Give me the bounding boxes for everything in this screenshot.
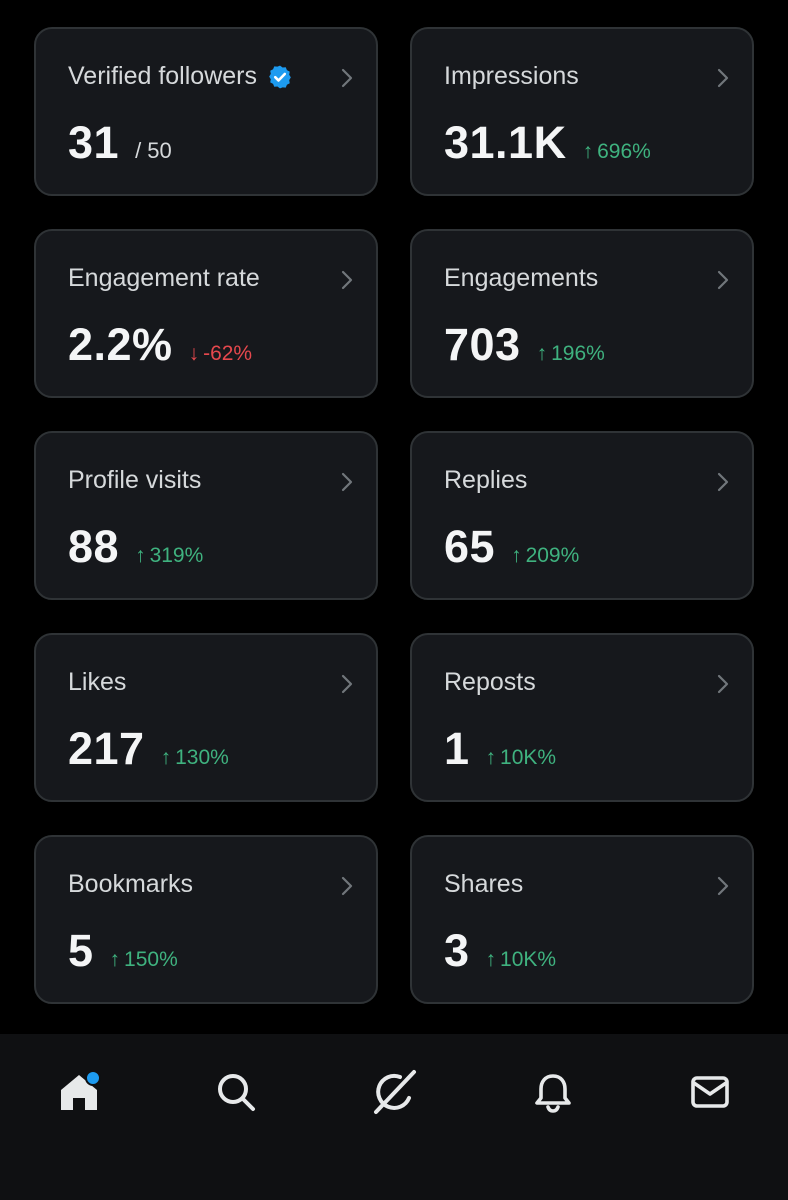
arrow-up-icon: ↑	[160, 746, 172, 769]
card-verified-followers[interactable]: Verified followers 31 / 50	[34, 27, 378, 196]
card-impressions[interactable]: Impressions 31.1K ↑ 696%	[410, 27, 754, 196]
mail-icon	[691, 1076, 729, 1108]
delta-badge: ↑ 209%	[511, 544, 579, 568]
card-value: 703	[444, 319, 521, 370]
delta-value: 130%	[175, 746, 229, 769]
tab-home[interactable]	[49, 1062, 109, 1122]
card-value-row: 217 ↑ 130%	[68, 723, 229, 775]
search-icon	[218, 1074, 255, 1111]
delta-badge: ↑ 150%	[110, 948, 178, 972]
card-title: Verified followers	[68, 62, 293, 91]
card-value: 31	[68, 117, 120, 168]
card-replies[interactable]: Replies 65 ↑ 209%	[410, 431, 754, 600]
tab-grok[interactable]	[364, 1062, 424, 1122]
card-value-row: 88 ↑ 319%	[68, 521, 203, 573]
bell-icon	[535, 1074, 571, 1113]
grok-icon	[374, 1070, 416, 1114]
card-title: Engagement rate	[68, 264, 260, 292]
tab-search[interactable]	[206, 1062, 266, 1122]
card-value-row: 3 ↑ 10K%	[444, 925, 556, 977]
chevron-right-icon	[717, 876, 729, 896]
tab-messages[interactable]	[680, 1062, 740, 1122]
card-shares[interactable]: Shares 3 ↑ 10K%	[410, 835, 754, 1004]
card-title: Shares	[444, 870, 524, 898]
tab-notifications[interactable]	[523, 1062, 583, 1122]
chevron-right-icon	[717, 68, 729, 88]
card-title-label: Verified followers	[68, 62, 257, 90]
chevron-right-icon	[341, 68, 353, 88]
card-title: Reposts	[444, 668, 536, 696]
arrow-up-icon: ↑	[135, 544, 146, 567]
card-title: Profile visits	[68, 466, 202, 494]
delta-value: 319%	[149, 544, 204, 567]
chevron-right-icon	[717, 472, 729, 492]
delta-badge: ↑ 196%	[537, 342, 605, 366]
card-title: Engagements	[444, 264, 599, 292]
chevron-right-icon	[341, 876, 353, 896]
chevron-right-icon	[341, 674, 353, 694]
delta-value: 10K%	[500, 746, 557, 769]
arrow-up-icon: ↑	[511, 544, 522, 567]
card-value-row: 65 ↑ 209%	[444, 521, 579, 573]
delta-badge: ↑ 10K%	[486, 746, 557, 770]
arrow-down-icon: ↓	[188, 342, 200, 365]
card-value: 5	[68, 925, 94, 976]
card-value: 217	[68, 723, 145, 774]
card-engagements[interactable]: Engagements 703 ↑ 196%	[410, 229, 754, 398]
delta-badge: ↑ 696%	[583, 140, 651, 164]
card-value-row: 1 ↑ 10K%	[444, 723, 556, 775]
card-value-row: 5 ↑ 150%	[68, 925, 178, 977]
chevron-right-icon	[717, 674, 729, 694]
arrow-up-icon: ↑	[536, 342, 548, 365]
card-value-row: 703 ↑ 196%	[444, 319, 605, 371]
bottom-tab-bar	[0, 1034, 788, 1200]
card-value: 88	[68, 521, 120, 572]
arrow-up-icon: ↑	[485, 948, 497, 971]
card-title: Impressions	[444, 62, 579, 90]
delta-value: -62%	[203, 342, 253, 365]
card-value-row: 31 / 50	[68, 117, 172, 169]
analytics-grid: Verified followers 31 / 50 Impressions 3…	[34, 27, 754, 1004]
card-reposts[interactable]: Reposts 1 ↑ 10K%	[410, 633, 754, 802]
arrow-up-icon: ↑	[109, 948, 121, 971]
delta-value: 150%	[124, 948, 178, 971]
verified-badge-icon	[269, 65, 291, 88]
delta-value: 10K%	[500, 948, 557, 971]
card-value-row: 31.1K ↑ 696%	[444, 117, 651, 169]
chevron-right-icon	[341, 270, 353, 290]
card-value: 1	[444, 723, 470, 774]
delta-value: 209%	[525, 544, 580, 567]
delta-badge: ↓ -62%	[189, 342, 253, 366]
delta-value: 696%	[597, 140, 651, 163]
card-limit: / 50	[135, 138, 172, 163]
card-title: Bookmarks	[68, 870, 194, 898]
chevron-right-icon	[341, 472, 353, 492]
card-title: Likes	[68, 668, 127, 696]
delta-badge: ↑ 10K%	[486, 948, 557, 972]
delta-badge: ↑ 130%	[161, 746, 229, 770]
arrow-up-icon: ↑	[485, 746, 497, 769]
delta-badge: ↑ 319%	[135, 544, 203, 568]
card-value: 31.1K	[444, 117, 567, 168]
card-title: Replies	[444, 466, 528, 494]
arrow-up-icon: ↑	[582, 140, 594, 163]
card-likes[interactable]: Likes 217 ↑ 130%	[34, 633, 378, 802]
card-bookmarks[interactable]: Bookmarks 5 ↑ 150%	[34, 835, 378, 1004]
card-value: 65	[444, 521, 496, 572]
chevron-right-icon	[717, 270, 729, 290]
card-value: 3	[444, 925, 470, 976]
card-value: 2.2%	[68, 319, 173, 370]
card-profile-visits[interactable]: Profile visits 88 ↑ 319%	[34, 431, 378, 600]
delta-value: 196%	[551, 342, 605, 365]
notification-dot	[85, 1070, 101, 1086]
card-value-row: 2.2% ↓ -62%	[68, 319, 252, 371]
card-engagement-rate[interactable]: Engagement rate 2.2% ↓ -62%	[34, 229, 378, 398]
